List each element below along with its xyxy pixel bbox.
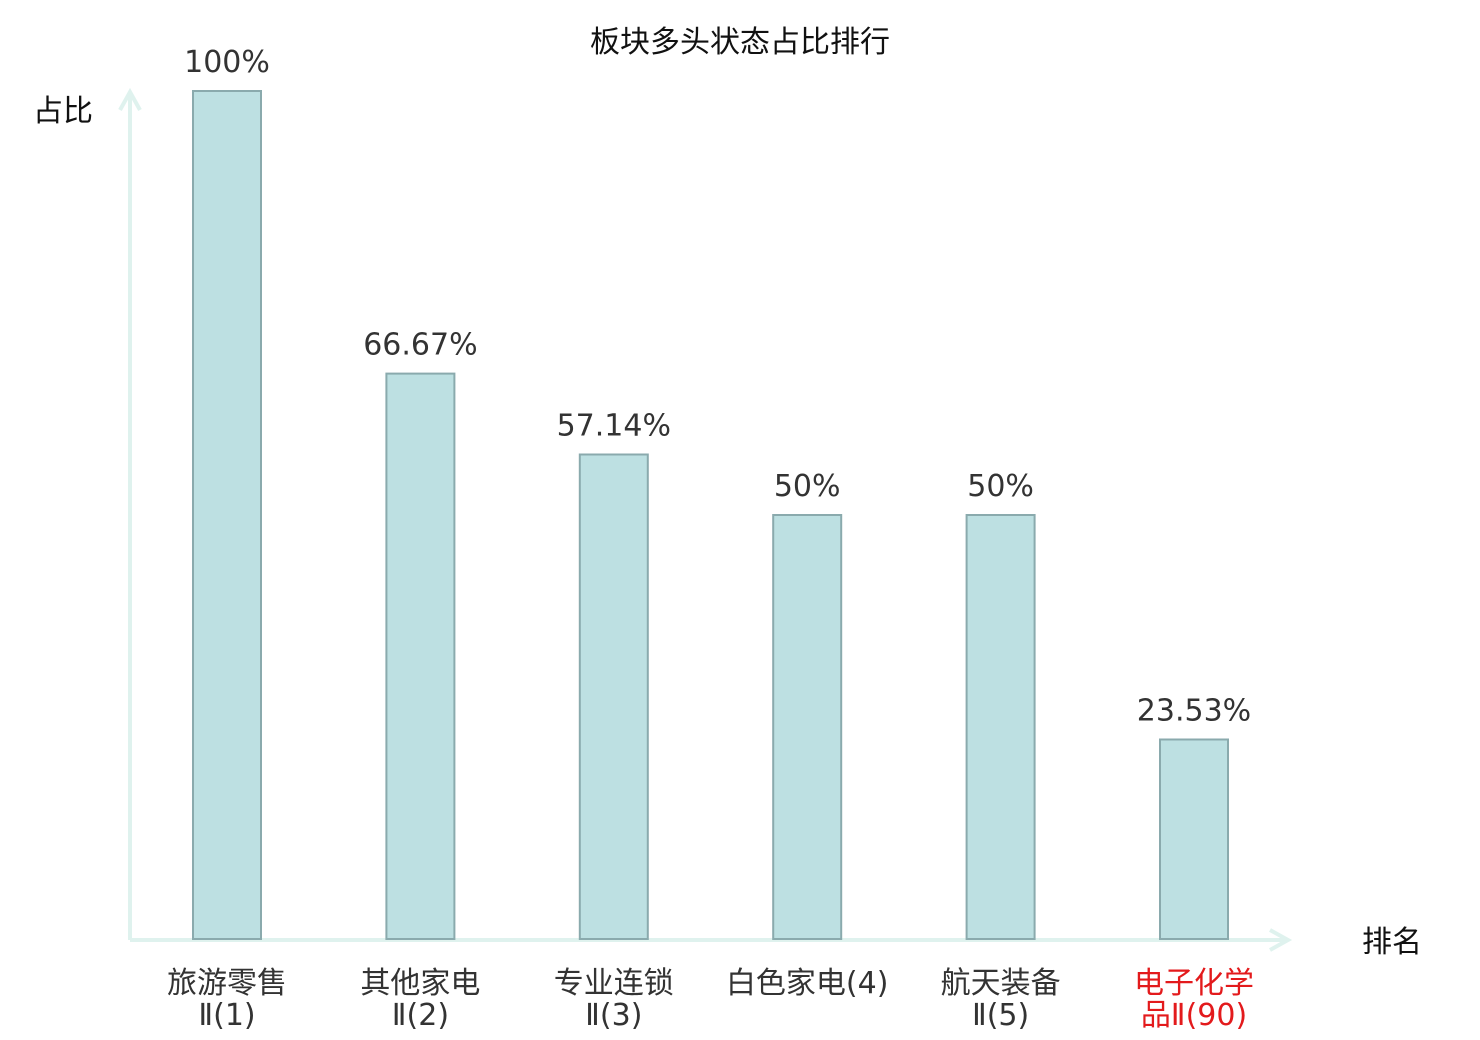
- category-label-line: 旅游零售: [167, 966, 287, 1001]
- bar-value-label: 100%: [184, 45, 270, 80]
- bar: [192, 90, 262, 940]
- category-label: 专业连锁 Ⅱ(3): [554, 966, 674, 1033]
- category-label: 航天装备 Ⅱ(5): [941, 966, 1061, 1033]
- bars-group: [192, 90, 1229, 941]
- category-label: 其他家电 Ⅱ(2): [360, 966, 480, 1033]
- category-label: 白色家电(4): [726, 966, 889, 1001]
- bar-value-label: 50%: [967, 469, 1034, 504]
- bar: [772, 514, 843, 940]
- category-label-line: Ⅱ(5): [972, 998, 1029, 1033]
- bar: [385, 372, 456, 941]
- category-label-line: 航天装备: [941, 966, 1061, 1001]
- category-label-line: Ⅱ(1): [198, 998, 255, 1033]
- category-label: 电子化学品Ⅱ(90): [1134, 966, 1254, 1033]
- category-label-line: 白色家电(4): [726, 966, 889, 1001]
- category-label-line: Ⅱ(3): [585, 998, 642, 1033]
- y-axis-label: 占比: [33, 94, 93, 129]
- bar-value-label: 23.53%: [1137, 694, 1251, 729]
- bar-value-label: 66.67%: [363, 328, 477, 363]
- bar: [965, 514, 1036, 940]
- bar: [1159, 738, 1229, 940]
- bar-value-label: 50%: [774, 469, 841, 504]
- x-axis-label: 排名: [1362, 925, 1422, 960]
- category-label-line: 其他家电: [360, 966, 480, 1001]
- bar-value-label: 57.14%: [557, 409, 671, 444]
- category-label-line: 专业连锁: [554, 966, 674, 1001]
- y-axis-arrow: [118, 87, 142, 111]
- x-axis-arrow: [1269, 928, 1293, 952]
- value-labels-group: 100% 66.67% 57.14% 50% 50% 23.53%: [184, 45, 1251, 729]
- category-label-line: 品Ⅱ(90): [1141, 998, 1247, 1033]
- category-label: 旅游零售 Ⅱ(1): [167, 966, 287, 1033]
- category-labels-group: 旅游零售 Ⅱ(1) 其他家电 Ⅱ(2) 专业连锁 Ⅱ(3) 白色家电(4) 航天装备 Ⅱ(5) 电…: [167, 966, 1254, 1033]
- axes: [118, 87, 1293, 952]
- category-label-line: 电子化学: [1134, 966, 1254, 1001]
- category-label-line: Ⅱ(2): [392, 998, 449, 1033]
- bar: [578, 453, 649, 940]
- chart-title: 板块多头状态占比排行: [590, 25, 890, 60]
